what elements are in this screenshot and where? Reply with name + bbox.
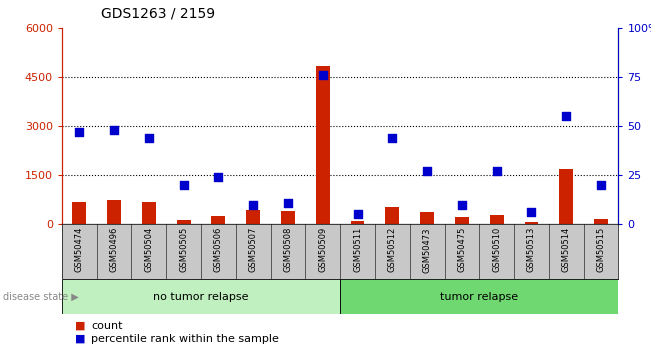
Text: GSM50474: GSM50474 (75, 227, 84, 273)
Bar (594, 219, 608, 224)
Bar (420, 213, 434, 224)
Text: count: count (91, 321, 122, 331)
Point (387, 135, 398, 140)
Text: GSM50513: GSM50513 (527, 227, 536, 273)
Text: GSM50512: GSM50512 (388, 227, 397, 272)
Point (248, 202, 258, 207)
Bar (212, 216, 225, 224)
Point (144, 135, 154, 140)
Text: GSM50506: GSM50506 (214, 227, 223, 273)
Text: GSM50511: GSM50511 (353, 227, 362, 272)
Bar (340, 279, 618, 314)
Text: ■: ■ (75, 321, 85, 331)
Bar (281, 211, 295, 224)
Text: GSM50515: GSM50515 (596, 227, 605, 272)
Point (526, 210, 536, 215)
Bar (316, 66, 329, 224)
Bar (351, 221, 365, 224)
Text: GSM50505: GSM50505 (179, 227, 188, 272)
Text: GSM50508: GSM50508 (283, 227, 292, 273)
Point (561, 114, 572, 119)
Point (318, 72, 328, 78)
Point (596, 182, 606, 188)
Text: GSM50504: GSM50504 (145, 227, 154, 272)
Bar (62, 279, 340, 314)
Point (352, 212, 363, 217)
Bar (490, 215, 504, 224)
Bar (455, 217, 469, 224)
Text: GSM50514: GSM50514 (562, 227, 571, 272)
Bar (176, 220, 191, 224)
Text: disease state ▶: disease state ▶ (3, 292, 79, 302)
Text: GSM50475: GSM50475 (458, 227, 466, 273)
Point (283, 200, 293, 205)
Text: GSM50510: GSM50510 (492, 227, 501, 272)
Point (178, 182, 189, 188)
Point (457, 202, 467, 207)
Text: GSM50509: GSM50509 (318, 227, 327, 272)
Text: percentile rank within the sample: percentile rank within the sample (91, 334, 279, 344)
Point (109, 127, 119, 132)
Bar (525, 222, 538, 224)
Bar (72, 202, 86, 224)
Point (422, 168, 432, 174)
Point (492, 168, 502, 174)
Bar (107, 200, 121, 224)
Point (74, 129, 85, 135)
Text: ■: ■ (75, 334, 85, 344)
Point (213, 174, 223, 180)
Text: tumor relapse: tumor relapse (440, 292, 518, 302)
Text: GSM50473: GSM50473 (422, 227, 432, 273)
Text: no tumor relapse: no tumor relapse (153, 292, 249, 302)
Text: GSM50507: GSM50507 (249, 227, 258, 273)
Bar (246, 210, 260, 224)
Bar (385, 207, 399, 224)
Text: GDS1263 / 2159: GDS1263 / 2159 (101, 7, 215, 21)
Bar (142, 202, 156, 224)
Text: GSM50496: GSM50496 (109, 227, 118, 273)
Bar (559, 169, 574, 224)
